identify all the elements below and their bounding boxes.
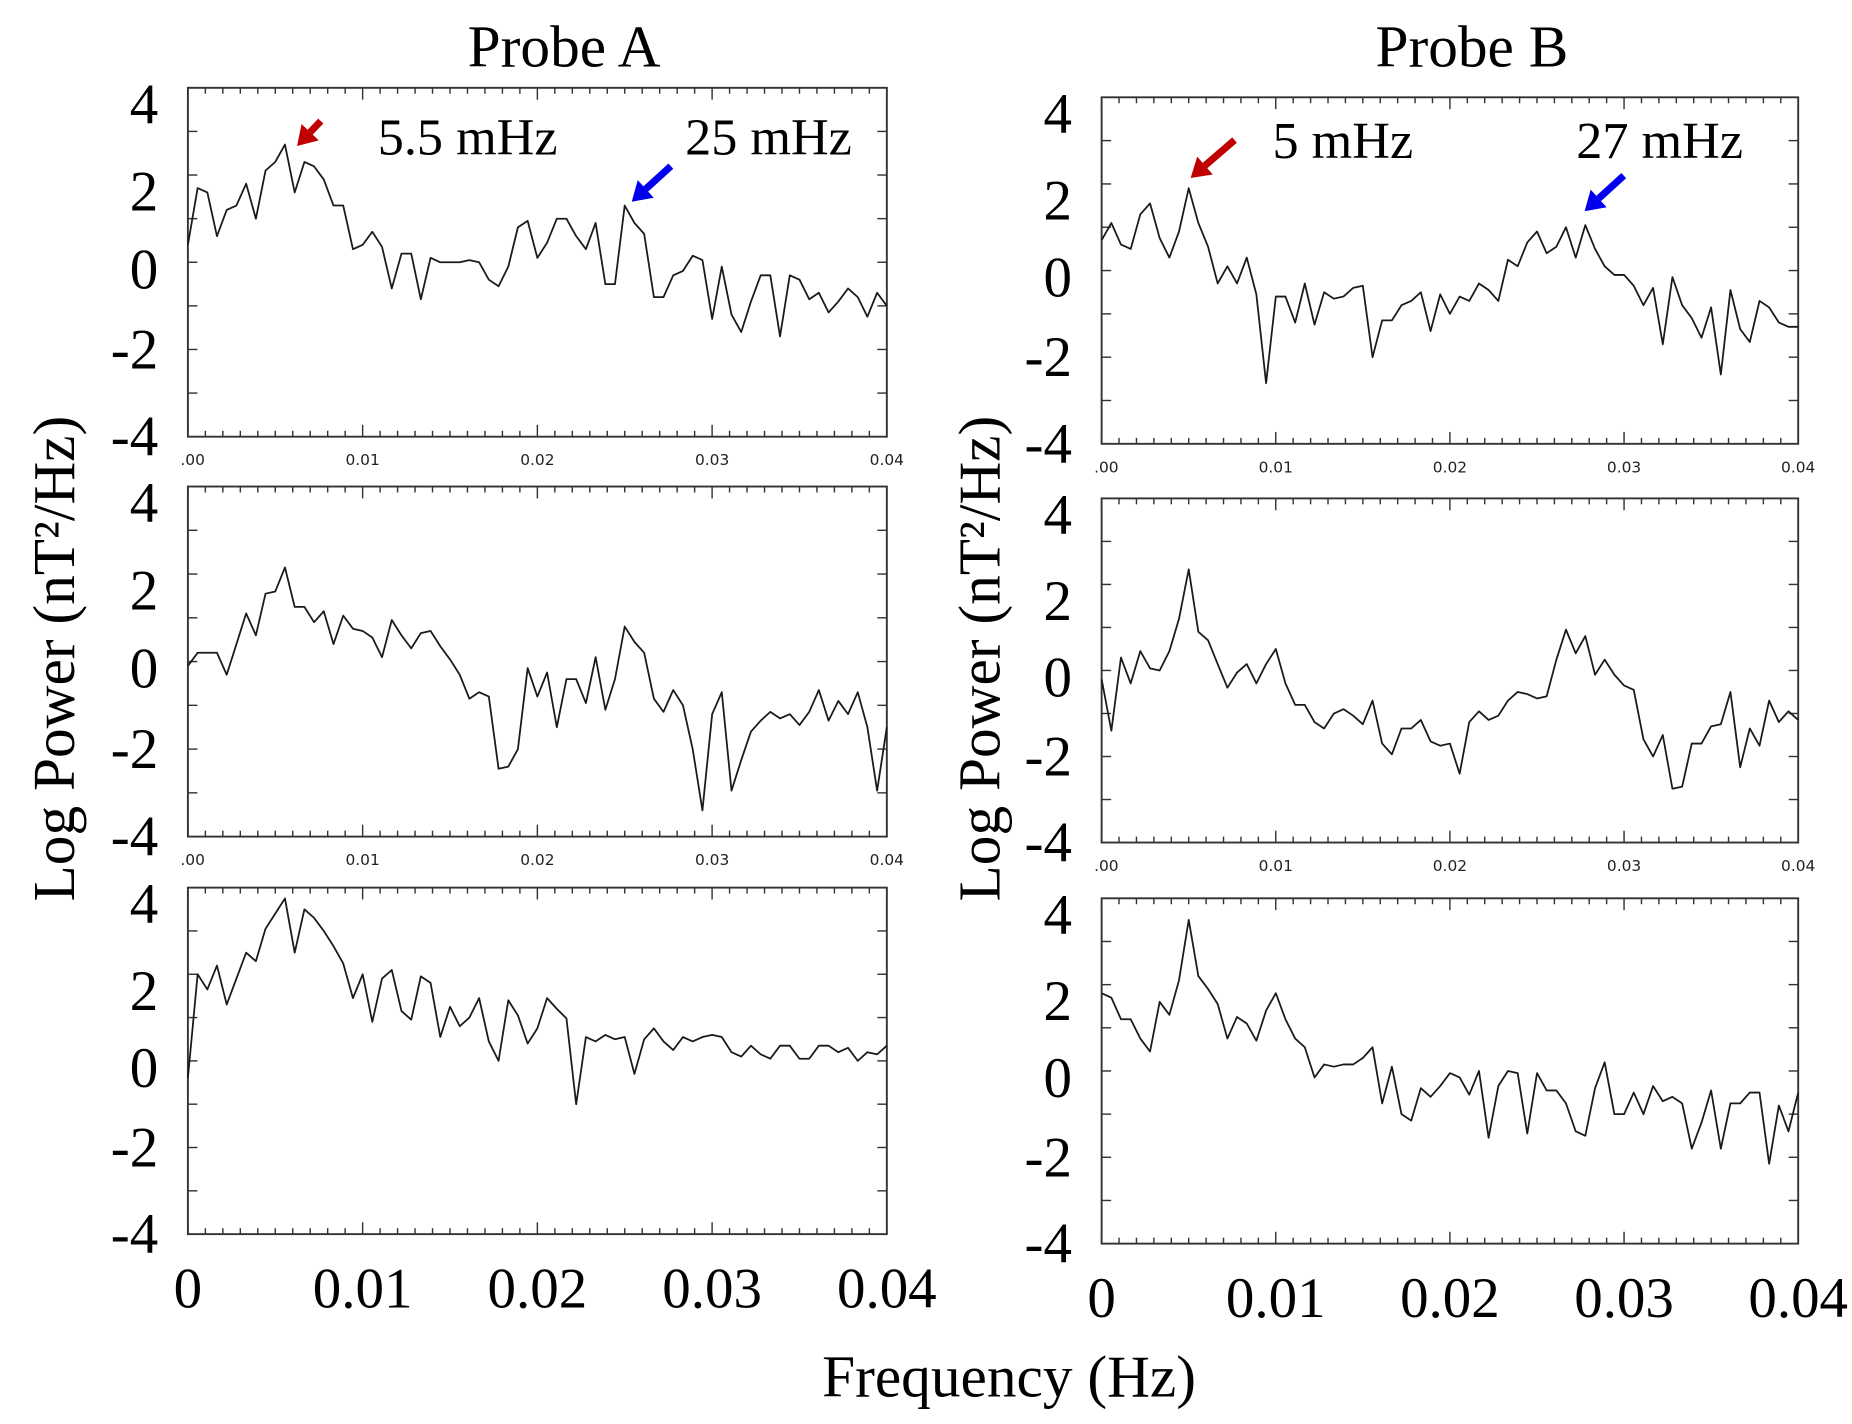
- y-tick-label: 0: [130, 238, 158, 301]
- y-tick-label: 2: [130, 560, 158, 623]
- power-spectrum-line: [1101, 919, 1800, 1165]
- y-tick-label: 0: [130, 638, 158, 701]
- plot-frame: [186, 485, 888, 838]
- y-tick-label: 0: [1043, 647, 1071, 710]
- panel-probe-b-middle: 4 2 0 -2 -4 .00 0.01 0.02 0.03 0.04: [1025, 484, 1816, 875]
- x-tick-label: .00: [1094, 458, 1119, 476]
- x-tick-label: 0.03: [1607, 458, 1641, 476]
- x-tick-label: 0.01: [1226, 1267, 1326, 1330]
- y-tick-label: 4: [1043, 884, 1071, 947]
- x-tick-label: 0: [1087, 1267, 1115, 1330]
- panel-probe-a-middle: 4 2 0 -2 -4 .00 0.01 0.02 0.03 0.04: [111, 472, 904, 869]
- y-tick-label: -2: [1025, 326, 1072, 389]
- x-tick-label: 0.02: [520, 451, 554, 469]
- panel-probe-b-bottom: 420-2-40 0.01 0.02 0.03 0.04: [1025, 884, 1849, 1330]
- blue-arrow-icon: [1584, 172, 1627, 212]
- x-tick-label: 0.01: [1259, 458, 1293, 476]
- x-tick-label: 0.02: [1433, 857, 1467, 875]
- peak-annotation-label: 5 mHz: [1273, 112, 1414, 170]
- x-tick-label: .00: [180, 851, 205, 869]
- y-tick-label: 4: [1043, 83, 1071, 146]
- power-spectrum-line: [187, 566, 888, 812]
- power-spectrum-line: [187, 897, 888, 1106]
- x-tick-label: 0.02: [1400, 1267, 1500, 1330]
- y-axis-label-right: Log Power (nT²/Hz): [947, 416, 1013, 902]
- y-tick-label: 2: [1043, 170, 1071, 233]
- power-spectrum-line: [187, 143, 888, 338]
- x-tick-label: 0.03: [695, 851, 729, 869]
- title-probe-b: Probe B: [1375, 13, 1568, 79]
- panel-probe-a-bottom: 4 2 0 -2 -4 0 0.01 0.02 0.03 0.04: [111, 873, 937, 1320]
- y-tick-label: 4: [130, 472, 158, 535]
- x-tick-label: 0.04: [837, 1258, 937, 1321]
- y-tick-label: -4: [111, 806, 158, 869]
- x-tick-label: 0.02: [520, 851, 554, 869]
- x-tick-label: .00: [1094, 857, 1119, 875]
- y-tick-label: -4: [1025, 1213, 1072, 1276]
- x-tick-label: 0.03: [695, 451, 729, 469]
- x-tick-label: 0.04: [1748, 1267, 1848, 1330]
- x-tick-label: 0.03: [662, 1258, 762, 1321]
- y-tick-label: -4: [111, 406, 158, 469]
- y-tick-label: -4: [111, 1203, 158, 1266]
- y-tick-label: -4: [1025, 413, 1072, 476]
- blue-arrow-icon: [631, 163, 674, 202]
- panel-probe-b-top: 4 2 0 -2 -4 .00 0.01 0.02 0.03 0.04 5 mHz 27 mHz: [1025, 83, 1816, 476]
- y-tick-label: 4: [130, 73, 158, 136]
- plot-frame: [1100, 897, 1800, 1245]
- x-tick-label: 0.03: [1574, 1267, 1674, 1330]
- red-arrow-icon: [1190, 137, 1237, 178]
- x-tick-label: 0.01: [313, 1258, 413, 1321]
- x-tick-label: 0.01: [345, 851, 379, 869]
- red-arrow-icon: [297, 118, 324, 146]
- y-tick-label: -2: [111, 318, 158, 381]
- y-tick-label: 2: [130, 161, 158, 224]
- x-tick-label: 0.03: [1607, 857, 1641, 875]
- y-tick-label: 0: [1043, 247, 1071, 310]
- y-tick-label: -4: [1025, 812, 1072, 875]
- y-tick-label: 4: [1043, 484, 1071, 547]
- y-tick-label: -2: [111, 1116, 158, 1179]
- x-tick-label: .00: [180, 451, 205, 469]
- x-tick-label: 0: [174, 1258, 202, 1321]
- panel-probe-a-top: 4 2 0 -2 -4 .00 0.01 0.02 0.03 0.04 5.5 mHz 25 mHz: [111, 73, 904, 469]
- title-probe-a: Probe A: [468, 13, 661, 79]
- x-tick-label: 0.04: [1781, 857, 1815, 875]
- peak-annotation-label: 25 mHz: [685, 108, 852, 166]
- x-tick-label: 0.04: [870, 851, 904, 869]
- y-tick-label: 4: [130, 873, 158, 936]
- peak-annotation-label: 27 mHz: [1576, 112, 1743, 170]
- x-tick-label: 0.02: [488, 1258, 588, 1321]
- y-tick-label: 0: [130, 1037, 158, 1100]
- power-spectrum-line: [1100, 187, 1799, 385]
- y-tick-label: 2: [130, 960, 158, 1023]
- y-tick-label: -2: [111, 718, 158, 781]
- x-tick-label: 0.04: [870, 451, 904, 469]
- x-tick-label: 0.02: [1433, 458, 1467, 476]
- y-tick-label: 0: [1043, 1047, 1071, 1110]
- y-axis-label-left: Log Power (nT²/Hz): [21, 416, 87, 902]
- x-tick-label: 0.04: [1781, 458, 1815, 476]
- plot-frame: [1100, 497, 1800, 844]
- y-tick-label: -2: [1025, 725, 1072, 788]
- y-tick-label: 2: [1043, 970, 1071, 1033]
- peak-annotation-label: 5.5 mHz: [378, 108, 558, 166]
- power-spectrum-line: [1100, 568, 1799, 790]
- x-tick-label: 0.01: [1259, 857, 1293, 875]
- x-axis-label: Frequency (Hz): [822, 1344, 1196, 1410]
- y-tick-label: 2: [1043, 570, 1071, 633]
- y-tick-label: -2: [1025, 1126, 1072, 1189]
- x-tick-label: 0.01: [345, 451, 379, 469]
